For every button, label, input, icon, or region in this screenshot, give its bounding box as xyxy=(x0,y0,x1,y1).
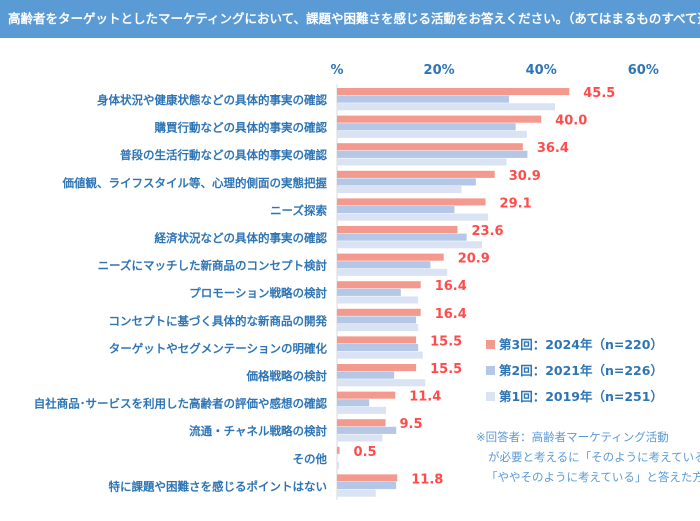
data-label: 23.6 xyxy=(471,224,503,239)
data-label: 15.5 xyxy=(430,334,462,349)
category-label: 身体状況や健康状態などの具体的事実の確認 xyxy=(97,93,327,107)
bar xyxy=(337,462,340,470)
bar xyxy=(337,198,486,206)
bar xyxy=(337,482,397,490)
category-label: 価格戦略の検討 xyxy=(246,369,328,383)
bar xyxy=(337,213,489,221)
bar xyxy=(337,344,419,352)
data-label: 30.9 xyxy=(509,169,541,184)
footnote: 「ややそのように考えている」と答えた方 xyxy=(486,470,700,484)
bar xyxy=(337,186,462,194)
data-label: 9.5 xyxy=(399,417,422,432)
bar xyxy=(337,241,482,249)
bar xyxy=(337,115,542,123)
bar xyxy=(337,288,401,296)
bar xyxy=(337,391,396,399)
category-label: 普段の生活行動などの具体的事実の確認 xyxy=(120,148,327,162)
bar xyxy=(337,324,419,332)
data-label: 36.4 xyxy=(537,141,569,156)
legend-entry: 第1回：2019年（n=251） xyxy=(499,389,663,404)
bar xyxy=(337,178,476,186)
bar xyxy=(337,170,495,178)
bar xyxy=(337,88,570,96)
tick-label: 60% xyxy=(628,63,659,78)
data-label: 16.4 xyxy=(435,279,467,294)
bar xyxy=(337,268,448,276)
bar xyxy=(337,399,370,407)
bar xyxy=(337,253,444,261)
bar xyxy=(337,489,376,497)
bar xyxy=(337,261,431,269)
data-label: 16.4 xyxy=(435,307,467,322)
bar xyxy=(337,371,395,379)
bar xyxy=(337,296,419,304)
bar xyxy=(337,206,455,214)
data-label: 20.9 xyxy=(458,252,490,267)
legend-swatch xyxy=(486,392,495,401)
bar xyxy=(337,130,527,138)
bar xyxy=(337,364,417,372)
bar xyxy=(337,316,417,324)
tick-label: 40% xyxy=(526,63,557,78)
bar xyxy=(337,233,467,241)
category-label: 自社商品･サービスを利用した高齢者の評価や感想の確認 xyxy=(34,397,328,411)
category-label: 価値観、ライフスタイル等、心理的側面の実態把握 xyxy=(62,176,328,190)
bar xyxy=(337,226,458,234)
category-label: 購買行動などの具体的事実の確認 xyxy=(154,121,328,135)
legend-swatch xyxy=(486,366,495,375)
bar xyxy=(337,351,423,359)
category-label: ニーズ探索 xyxy=(270,203,327,217)
category-label: ニーズにマッチした新商品のコンセプト検討 xyxy=(98,259,328,273)
bar xyxy=(337,434,383,442)
data-label: 15.5 xyxy=(430,362,462,377)
data-label: 0.5 xyxy=(354,445,377,460)
bar xyxy=(337,150,528,158)
bar xyxy=(337,419,386,427)
chart-title: 高齢者をターゲットとしたマーケティングにおいて、課題や困難さを感じる活動をお答え… xyxy=(0,0,700,38)
bar xyxy=(337,446,340,454)
data-label: 11.8 xyxy=(411,472,443,487)
tick-label: % xyxy=(330,63,343,78)
category-label: コンセプトに基づく具体的な新商品の開発 xyxy=(109,314,328,328)
bar xyxy=(337,474,398,482)
category-label: 特に課題や困難さを感じるポイントはない xyxy=(109,479,328,493)
bar xyxy=(337,123,516,131)
bar xyxy=(337,103,555,111)
data-label: 40.0 xyxy=(555,114,587,129)
legend-entry: 第3回：2024年（n=220） xyxy=(499,337,663,352)
footnote: ※回答者：高齢者マーケティング活動 xyxy=(476,430,669,444)
bar xyxy=(337,95,510,103)
data-label: 29.1 xyxy=(500,196,532,211)
legend-swatch xyxy=(486,340,495,349)
category-label: 経済状況などの具体的事実の確認 xyxy=(155,231,328,245)
bar xyxy=(337,426,397,434)
category-label: ターゲットやセグメンテーションの明確化 xyxy=(109,341,328,355)
bar xyxy=(337,281,421,289)
bar xyxy=(337,158,507,166)
data-label: 11.4 xyxy=(409,390,441,405)
category-label: プロモーション戦略の検討 xyxy=(189,286,327,300)
category-label: 流通・チャネル戦略の検討 xyxy=(189,424,327,438)
bar xyxy=(337,406,387,414)
bar xyxy=(337,336,417,344)
bar xyxy=(337,379,426,387)
legend-entry: 第2回：2021年（n=226） xyxy=(499,363,663,378)
footnote: が必要と考えるに「そのように考えている」 xyxy=(488,450,700,464)
bar xyxy=(337,308,421,316)
category-label: その他 xyxy=(293,452,328,466)
bar xyxy=(337,143,523,151)
data-label: 45.5 xyxy=(583,86,615,101)
tick-label: 20% xyxy=(424,63,455,78)
